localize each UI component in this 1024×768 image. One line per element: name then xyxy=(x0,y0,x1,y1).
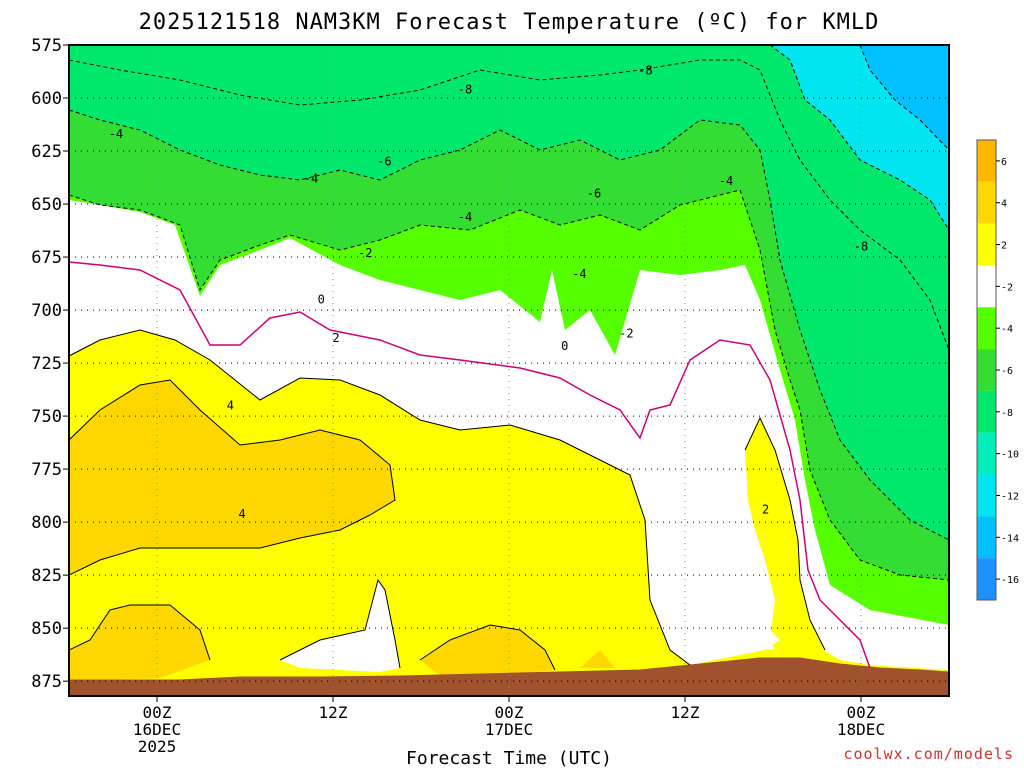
contour-label: -4 xyxy=(719,174,733,188)
x-tick-label: 00Z xyxy=(495,703,524,722)
colorbar-label: 4 xyxy=(1001,199,1007,210)
colorbar-label: -6 xyxy=(1001,366,1013,377)
contour-label: 4 xyxy=(238,507,245,521)
contour-label: -2 xyxy=(358,246,372,260)
colorbar-swatch xyxy=(977,181,996,224)
y-tick-label: 875 xyxy=(31,672,62,692)
x-tick-label: 12Z xyxy=(319,703,348,722)
contour-label: -6 xyxy=(377,155,391,169)
contour-label: -8 xyxy=(638,64,652,78)
y-tick-label: 825 xyxy=(31,566,62,586)
colorbar-label: -2 xyxy=(1001,282,1013,293)
contour-label: 2 xyxy=(332,331,339,345)
contour-label: -2 xyxy=(619,327,633,341)
y-tick-label: 575 xyxy=(31,36,62,56)
colorbar-swatch xyxy=(977,223,996,266)
colorbar-swatch xyxy=(977,474,996,517)
colorbar-swatch xyxy=(977,265,996,308)
y-tick-label: 850 xyxy=(31,619,62,639)
colorbar-label: -16 xyxy=(1001,575,1019,586)
colorbar-swatch xyxy=(977,307,996,350)
contour-label: -6 xyxy=(587,187,601,201)
colorbar-label: -14 xyxy=(1001,533,1019,544)
colorbar-label: -12 xyxy=(1001,491,1019,502)
y-tick-label: 775 xyxy=(31,460,62,480)
x-axis-label: Forecast Time (UTC) xyxy=(406,748,612,768)
colorbar-label: -4 xyxy=(1001,324,1013,335)
colorbar-swatch xyxy=(977,516,996,559)
x-tick-label: 12Z xyxy=(671,703,700,722)
colorbar-swatch xyxy=(977,390,996,433)
x-tick-label: 17DEC xyxy=(485,720,533,739)
chart-title: 2025121518 NAM3KM Forecast Temperature (… xyxy=(139,10,880,35)
y-tick-label: 700 xyxy=(31,301,62,321)
y-tick-label: 600 xyxy=(31,89,62,109)
contour-label: -4 xyxy=(458,210,472,224)
y-tick-label: 650 xyxy=(31,195,62,215)
colorbar-label: -8 xyxy=(1001,408,1013,419)
colorbar-swatch xyxy=(977,432,996,475)
contour-label: 0 xyxy=(318,293,325,307)
contour-fill-layer xyxy=(69,45,949,696)
contour-label: 0 xyxy=(561,339,568,353)
gridlines xyxy=(69,45,949,696)
colorbar-label: -10 xyxy=(1001,450,1019,461)
contour-label: -8 xyxy=(854,240,868,254)
colorbar-label: 2 xyxy=(1001,241,1007,252)
y-tick-label: 725 xyxy=(31,354,62,374)
colorbar: 6 4 2 -2 -4 -6 -8 -10 -12 -14 -16 xyxy=(976,139,1019,601)
colorbar-swatch xyxy=(977,140,996,182)
colorbar-swatch xyxy=(977,349,996,391)
y-tick-label: 750 xyxy=(31,407,62,427)
x-tick-label: 18DEC xyxy=(837,720,885,739)
colorbar-label: 6 xyxy=(1001,157,1007,168)
contour-label: 2 xyxy=(762,503,769,517)
y-tick-label: 675 xyxy=(31,248,62,268)
y-axis: 575 600 625 650 675 700 725 750 775 800 825 850 875 xyxy=(31,36,69,692)
credit-text: coolwx.com/models xyxy=(843,745,1014,763)
x-tick-label: 00Z xyxy=(143,703,172,722)
contour-lines-layer xyxy=(69,45,949,671)
contour-label: -4 xyxy=(572,267,586,281)
contour-labels: -8 -8 -8 -6 -6 -4 -4 -4 -4 -4 -2 -2 0 0 2 2 4 4 xyxy=(109,64,869,521)
contour-label: 4 xyxy=(227,399,234,413)
y-tick-label: 625 xyxy=(31,142,62,162)
y-tick-label: 800 xyxy=(31,513,62,533)
colorbar-swatch xyxy=(977,558,996,600)
contour-label: -4 xyxy=(109,127,123,141)
contour-label: -4 xyxy=(304,172,318,186)
x-tick-label: 2025 xyxy=(138,737,177,756)
x-tick-label: 00Z xyxy=(847,703,876,722)
x-tick-label: 16DEC xyxy=(133,720,181,739)
contour-label: -8 xyxy=(458,83,472,97)
